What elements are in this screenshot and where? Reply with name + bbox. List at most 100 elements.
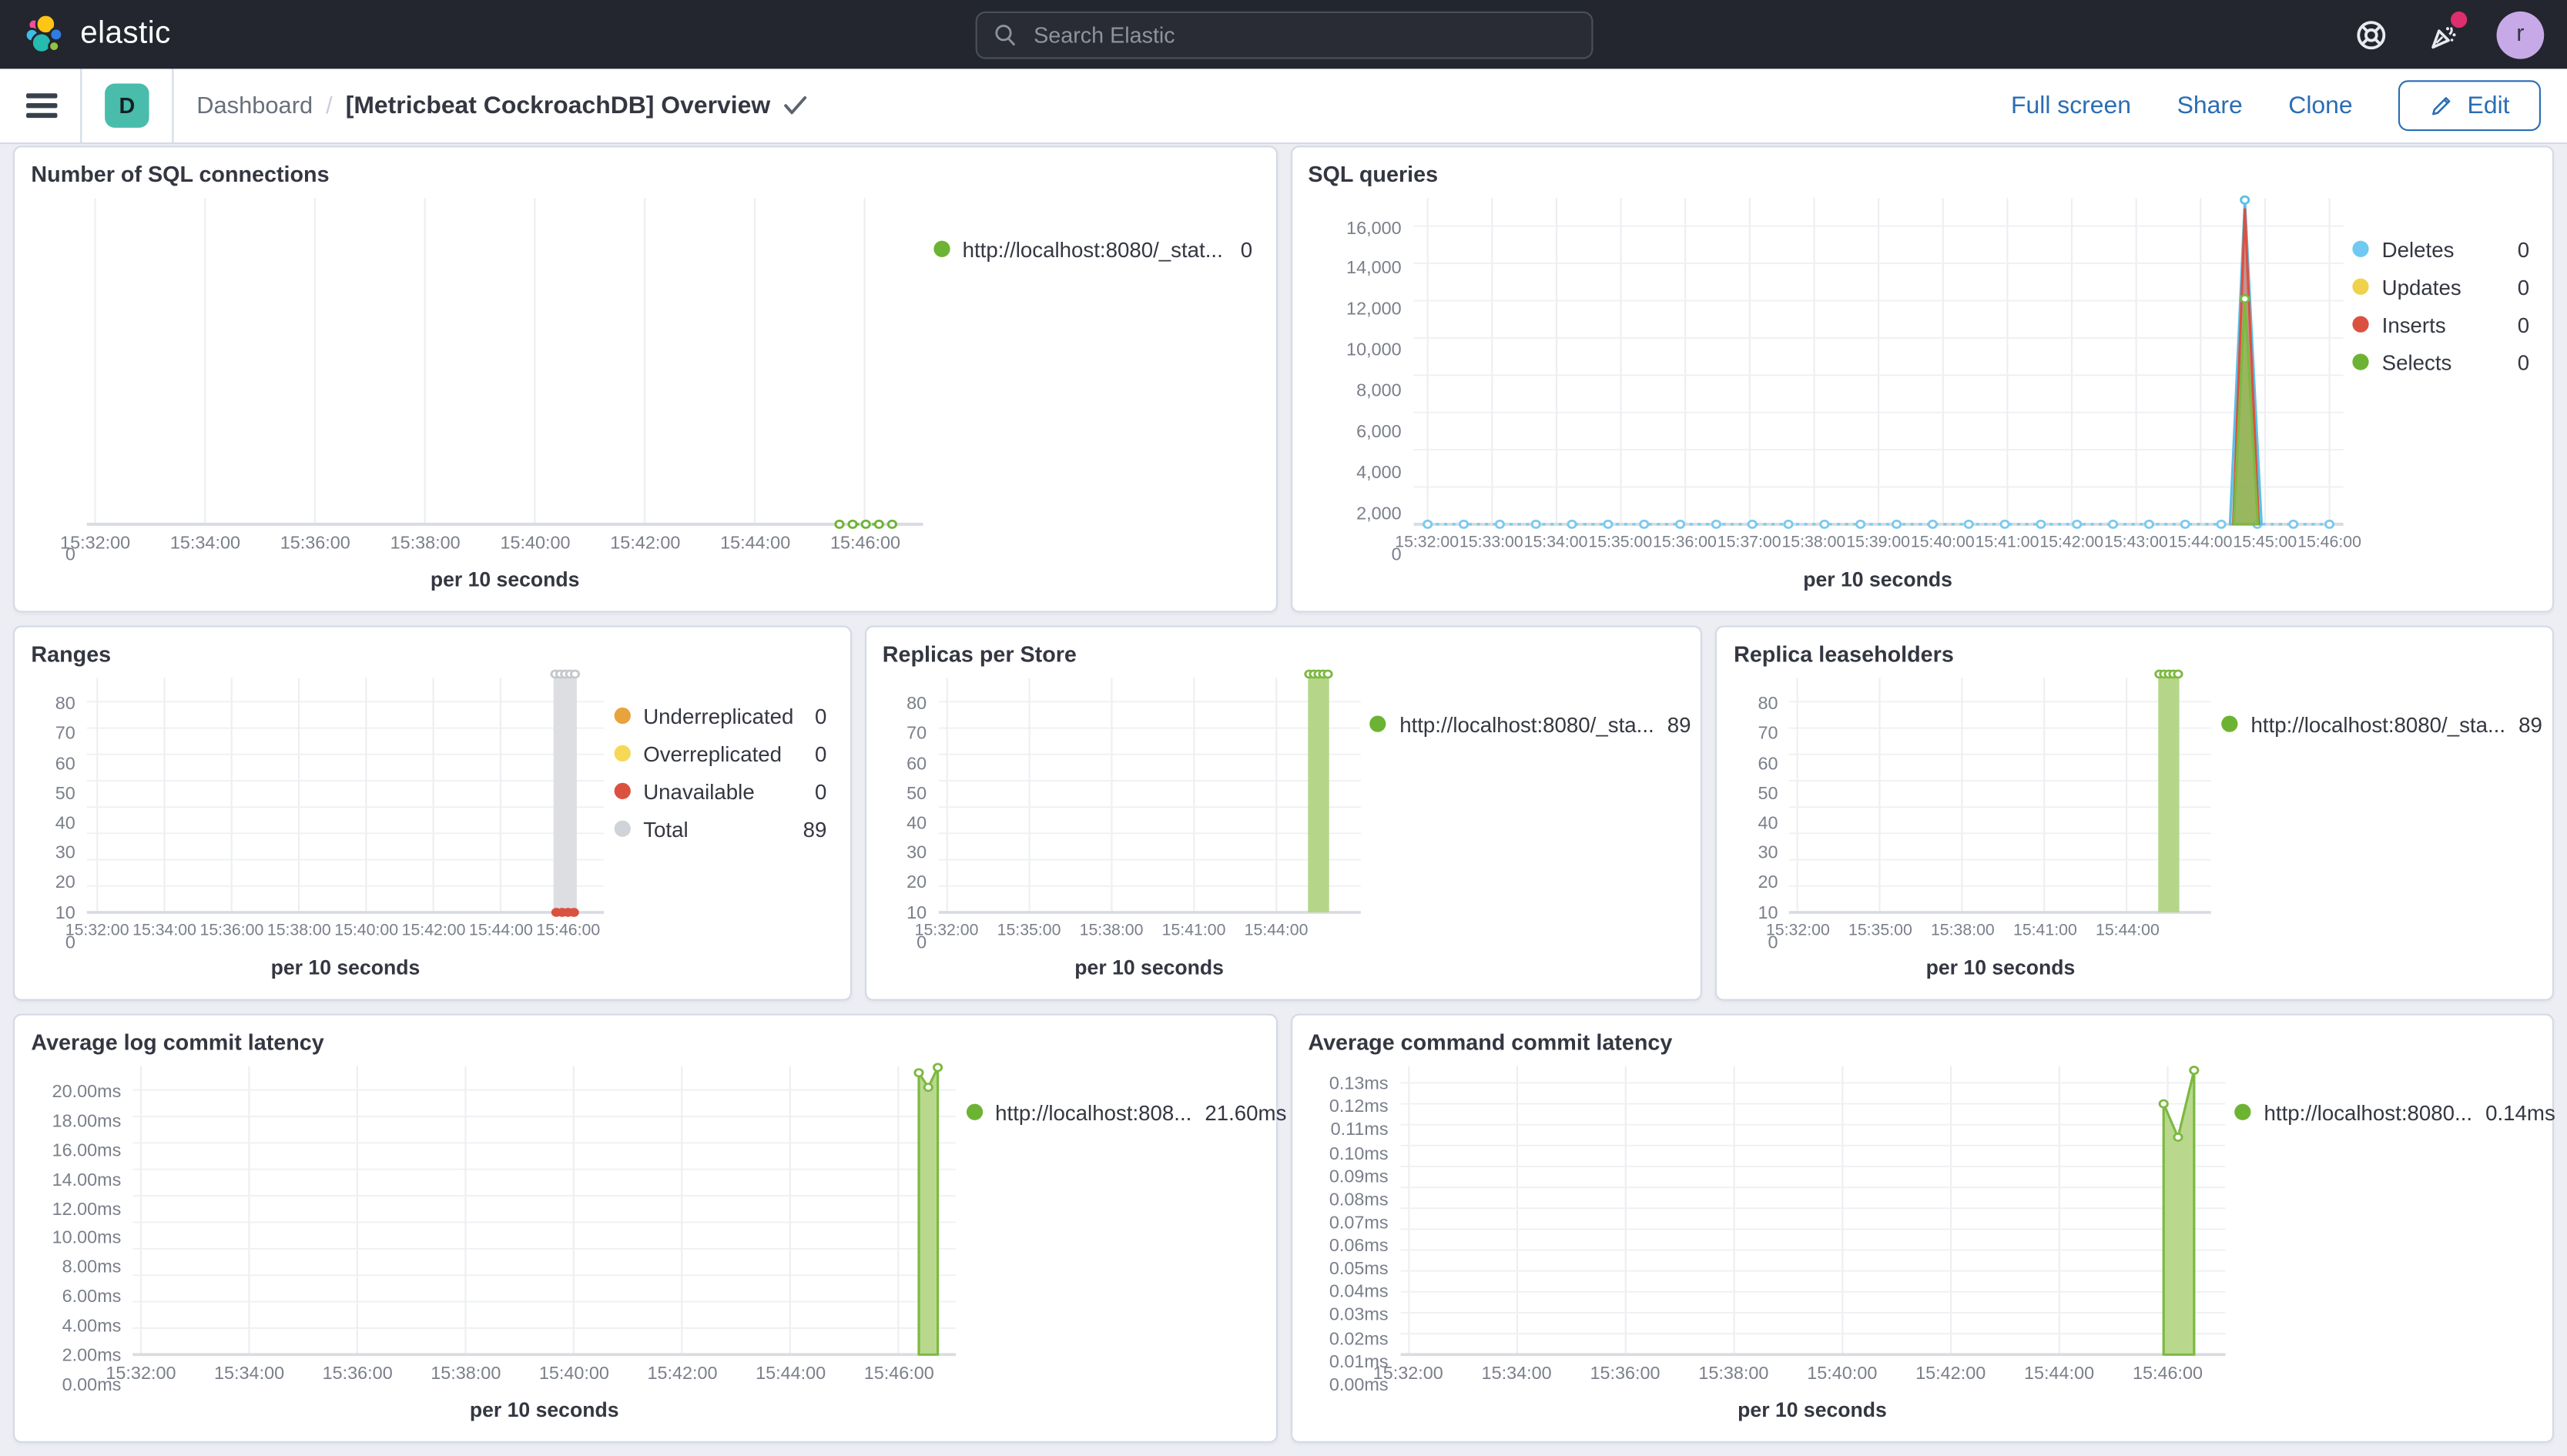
pencil-icon	[2432, 97, 2451, 115]
legend-item[interactable]: http://localhost:8080... 0.14ms	[2234, 1100, 2555, 1125]
x-axis: 15:32:00 15:34:00 15:36:00 15:38:00 15:40:00…	[65, 922, 604, 952]
y-axis-label: 60	[906, 754, 927, 775]
y-axis-label: 0.01ms	[1329, 1352, 1389, 1372]
search-input[interactable]	[1030, 20, 1575, 49]
y-axis: 16,000 14,000 12,000 10,000 8,000 6,000 4,000 2…	[1308, 198, 1413, 597]
y-axis-label: 20	[1758, 873, 1778, 894]
breadcrumb-dashboard[interactable]: Dashboard	[196, 92, 313, 119]
legend-item[interactable]: Inserts 0	[2352, 313, 2535, 337]
x-axis-label: 15:40:00	[334, 922, 399, 940]
page-title[interactable]: [Metricbeat CockroachDB] Overview	[346, 92, 808, 119]
x-axis-label: 15:43:00	[2103, 534, 2168, 552]
elastic-logo[interactable]: elastic	[23, 12, 171, 56]
plot-column: 15:32:00 15:34:00 15:36:00 15:38:00 15:40:00…	[65, 669, 605, 986]
clone-button[interactable]: Clone	[2288, 92, 2353, 120]
y-axis-label: 0	[1768, 933, 1778, 953]
chart-plot[interactable]	[938, 669, 1361, 914]
chart-plot[interactable]	[132, 1063, 957, 1356]
panel-sql-queries[interactable]: SQL queries 16,000 14,000 12,000 10,000 8,000…	[1290, 146, 2554, 613]
chart-zone: 20.00ms 18.00ms 16.00ms 14.00ms 12.00ms 10.00…	[31, 1063, 1286, 1428]
menu-icon[interactable]	[26, 93, 58, 119]
panel-replicas-per-store[interactable]: Replicas per Store 80 70 60 50 40 30 20 10 0 15:32…	[864, 625, 1703, 1001]
chart-plot[interactable]	[1399, 1065, 2225, 1356]
panel-title: Ranges	[31, 641, 112, 667]
space-badge[interactable]: D	[105, 83, 149, 128]
legend-item[interactable]: Selects 0	[2352, 350, 2535, 375]
help-icon[interactable]	[2352, 16, 2388, 52]
legend-item[interactable]: http://localhost:8080/_sta... 89	[2221, 712, 2542, 737]
x-axis: 15:32:00 15:34:00 15:36:00 15:38:00 15:40:00…	[60, 534, 923, 563]
legend-color-dot	[1369, 716, 1387, 733]
legend-item[interactable]: Underreplicated 0	[613, 704, 833, 728]
y-axis-label: 40	[55, 814, 75, 834]
global-search[interactable]	[974, 10, 1593, 59]
legend-item[interactable]: Unavailable 0	[613, 779, 833, 804]
x-axis-label: 15:44:00	[2095, 922, 2160, 940]
legend-item[interactable]: Overreplicated 0	[613, 741, 833, 766]
legend-value: 0	[2517, 313, 2530, 337]
legend-item[interactable]: http://localhost:8080/_sta... 89	[1369, 712, 1691, 737]
avatar[interactable]: r	[2496, 10, 2545, 59]
y-axis-label: 16,000	[1346, 219, 1402, 239]
legend-value: 0	[2517, 275, 2530, 300]
plot-column: 15:32:00 15:34:00 15:36:00 15:38:00 15:40:00…	[106, 1063, 957, 1428]
x-axis-label: 15:35:00	[1588, 534, 1653, 552]
x-axis-label: 15:35:00	[1848, 922, 1912, 940]
chart-plot[interactable]	[86, 198, 923, 529]
chart-zone: 80 70 60 50 40 30 20 10 0 15:32:00 15:35:00 15:38:0…	[883, 669, 1691, 986]
panel-replica-leaseholders[interactable]: Replica leaseholders 80 70 60 50 40 30 20 10 0 15:…	[1715, 625, 2555, 1001]
panel-average-command-commit-latency[interactable]: Average command commit latency 0.13ms 0.12…	[1290, 1013, 2555, 1443]
x-axis-label: 15:42:00	[1915, 1364, 1986, 1384]
panel-title: Average log commit latency	[31, 1029, 324, 1055]
full-screen-button[interactable]: Full screen	[2010, 92, 2132, 120]
chart-plot[interactable]	[1789, 669, 2212, 914]
y-axis-label: 10	[1758, 903, 1778, 923]
panel-ranges[interactable]: Ranges 80 70 60 50 40 30 20 10 0 15:32:00 15:34:00 1…	[13, 625, 852, 1001]
plot-column: 15:32:00 15:34:00 15:36:00 15:38:00 15:40:00…	[60, 198, 923, 597]
legend-value: 89	[803, 817, 827, 842]
news-icon[interactable]	[2425, 11, 2468, 52]
breadcrumb-bar: D Dashboard / [Metricbeat CockroachDB] O…	[0, 69, 2567, 145]
y-axis-label: 6,000	[1356, 423, 1402, 443]
x-axis-label: 15:32:00	[1765, 922, 1830, 940]
x-axis-label: 15:46:00	[2132, 1364, 2203, 1384]
legend-color-dot	[2352, 354, 2369, 371]
chart-plot[interactable]	[1413, 195, 2343, 529]
chart-plot[interactable]	[86, 669, 605, 917]
legend-color-dot	[933, 241, 950, 258]
y-axis-label: 20	[55, 873, 75, 894]
x-axis-label: 15:42:00	[401, 922, 466, 940]
panel-average-log-commit-latency[interactable]: Average log commit latency 20.00ms 18.00ms…	[13, 1013, 1286, 1443]
panel-number-of-sql-connections[interactable]: Number of SQL connections 0 15:32:00 15:34:…	[13, 146, 1277, 613]
chart-canvas	[132, 1063, 957, 1356]
y-axis-label: 2.00ms	[62, 1346, 122, 1366]
legend-item[interactable]: Total 89	[613, 817, 833, 842]
x-axis-label: 15:32:00	[106, 1364, 176, 1384]
share-button[interactable]: Share	[2177, 92, 2243, 120]
legend-label: Deletes	[2381, 237, 2455, 263]
notification-badge	[2450, 11, 2468, 28]
y-axis-label: 80	[906, 695, 927, 715]
x-axis: 15:32:00 15:34:00 15:36:00 15:38:00 15:40:00…	[1373, 1364, 2225, 1394]
breadcrumb: Dashboard / [Metricbeat CockroachDB] Ove…	[196, 92, 808, 119]
legend: http://localhost:8080/_sta... 89	[1360, 678, 1691, 986]
y-axis-label: 0.04ms	[1329, 1283, 1389, 1303]
y-axis-label: 80	[1758, 695, 1778, 715]
y-axis-label: 10	[906, 903, 927, 923]
y-axis-label: 10	[55, 903, 75, 923]
x-axis-label: 15:38:00	[390, 534, 461, 554]
y-axis-label: 0.09ms	[1329, 1166, 1389, 1187]
legend-value: 89	[2518, 712, 2542, 737]
y-axis-label: 0.12ms	[1329, 1097, 1389, 1118]
edit-button[interactable]: Edit	[2398, 80, 2541, 132]
chart-canvas	[938, 669, 1361, 914]
x-axis-label: 15:36:00	[1653, 534, 1717, 552]
legend-item[interactable]: Deletes 0	[2352, 237, 2535, 262]
legend-item[interactable]: http://localhost:808... 21.60ms	[965, 1100, 1286, 1125]
x-axis-label: 15:42:00	[647, 1364, 718, 1384]
x-axis-label: 15:41:00	[1161, 922, 1226, 940]
legend-label: Inserts	[2381, 313, 2446, 337]
legend-item[interactable]: Updates 0	[2352, 275, 2535, 300]
legend-item[interactable]: http://localhost:8080/_stat... 0	[933, 237, 1258, 262]
x-axis-label: 15:40:00	[1807, 1364, 1878, 1384]
